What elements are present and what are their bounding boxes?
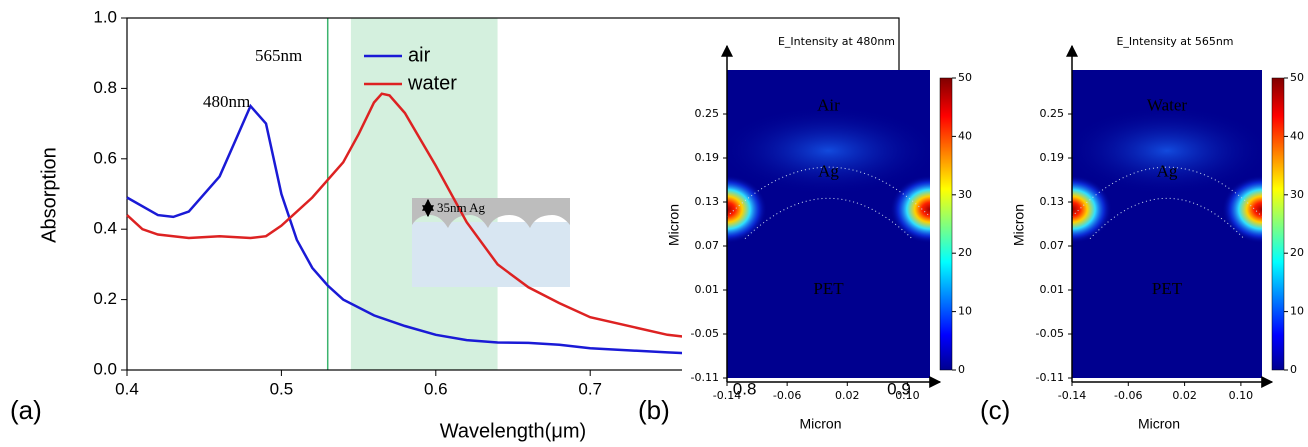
- x-tick-label: -0.06: [773, 389, 801, 402]
- y-tick-label: -0.05: [691, 327, 719, 340]
- y-tick-label: 0.07: [695, 239, 720, 252]
- colorbar-tick-label: 20: [1290, 246, 1304, 259]
- y-tick-label: 0.25: [695, 107, 720, 120]
- x-axis-label: Micron: [799, 416, 841, 432]
- region-label: Ag: [818, 162, 839, 181]
- y-tick-label: 0.13: [1040, 195, 1065, 208]
- region-label: Ag: [1157, 162, 1178, 181]
- y-tick-label: 0.01: [695, 283, 720, 296]
- region-label: Water: [1147, 96, 1187, 115]
- clip-left: [1027, 70, 1072, 378]
- annotation: 35nm Ag: [437, 200, 486, 215]
- field-glow: [716, 105, 941, 196]
- region-label: Air: [817, 96, 840, 115]
- legend-label: air: [408, 44, 431, 66]
- y-tick-label: 0.25: [1040, 107, 1065, 120]
- y-tick-label: 0.19: [695, 151, 720, 164]
- x-tick-label: 0.6: [424, 379, 448, 398]
- x-tick-label: 0.4: [115, 379, 139, 398]
- region-label: PET: [813, 279, 844, 298]
- y-tick-label: 0.13: [695, 195, 720, 208]
- colorbar-tick-label: 0: [1290, 363, 1297, 376]
- colorbar: [939, 77, 953, 371]
- x-tick-label: 0.02: [1172, 389, 1197, 402]
- y-tick-label: 0.01: [1040, 283, 1065, 296]
- y-tick-label: 0.07: [1040, 239, 1065, 252]
- colorbar: [1271, 77, 1285, 371]
- y-tick-label: -0.05: [1036, 327, 1064, 340]
- annotation: 565nm: [255, 46, 302, 65]
- y-tick-label: -0.11: [691, 371, 719, 384]
- shell-outer: [1071, 166, 1263, 218]
- panel-label: (c): [980, 395, 1010, 425]
- colorbar-tick-label: 10: [958, 305, 972, 318]
- chart-title: E_Intensity at 480nm: [778, 35, 895, 48]
- colorbar-tick-label: 10: [1290, 305, 1304, 318]
- clip-right: [930, 70, 975, 378]
- colorbar-tick-label: 20: [958, 246, 972, 259]
- x-tick-label: 0.9: [887, 379, 911, 398]
- field-map: [682, 70, 975, 378]
- colorbar-tick-label: 50: [958, 71, 972, 84]
- x-tick-label: 0.8: [733, 379, 757, 398]
- y-axis-label: Micron: [1011, 204, 1027, 246]
- x-axis-label: Wavelength(μm): [440, 420, 586, 442]
- y-tick-label: 0.2: [93, 289, 117, 308]
- y-tick-label: 0.6: [93, 148, 117, 167]
- y-axis-label: Absorption: [38, 147, 60, 243]
- data-line: [126, 92, 900, 356]
- y-tick-label: 0.0: [93, 359, 117, 378]
- colorbar-tick-label: 40: [1290, 129, 1304, 142]
- x-tick-label: -0.14: [1058, 389, 1086, 402]
- annotation: 480nm: [203, 92, 250, 111]
- data-line: [126, 103, 900, 362]
- legend-label: water: [407, 72, 457, 94]
- y-tick-label: 0.4: [93, 219, 117, 238]
- x-tick-label: 0.02: [835, 389, 860, 402]
- colorbar-tick-label: 0: [958, 363, 965, 376]
- panel-label: (b): [638, 395, 670, 425]
- y-tick-label: -0.11: [1036, 371, 1064, 384]
- clip-left: [682, 70, 727, 378]
- colorbar-tick-label: 50: [1290, 71, 1304, 84]
- clip-right: [1262, 70, 1307, 378]
- x-tick-label: 0.10: [895, 389, 920, 402]
- y-axis-label: Micron: [666, 204, 682, 246]
- highlight-band: [350, 18, 498, 370]
- chart-title: E_Intensity at 565nm: [1116, 35, 1233, 48]
- x-tick-label: -0.14: [713, 389, 741, 402]
- field-glow: [1062, 105, 1272, 196]
- colorbar-tick-label: 30: [1290, 188, 1304, 201]
- x-axis-label: Micron: [1138, 416, 1180, 432]
- colorbar-tick-label: 40: [958, 129, 972, 142]
- region-label: PET: [1152, 279, 1183, 298]
- x-tick-label: 0.10: [1229, 389, 1254, 402]
- inset-diagram: [412, 198, 570, 287]
- y-tick-label: 0.8: [93, 78, 117, 97]
- panel-label: (a): [10, 395, 42, 425]
- x-tick-label: 0.7: [578, 379, 602, 398]
- y-tick-label: 0.19: [1040, 151, 1065, 164]
- x-tick-label: -0.06: [1114, 389, 1142, 402]
- y-tick-label: 1.0: [93, 7, 117, 26]
- field-map: [1027, 70, 1307, 378]
- colorbar-tick-label: 30: [958, 188, 972, 201]
- x-tick-label: 0.5: [270, 379, 294, 398]
